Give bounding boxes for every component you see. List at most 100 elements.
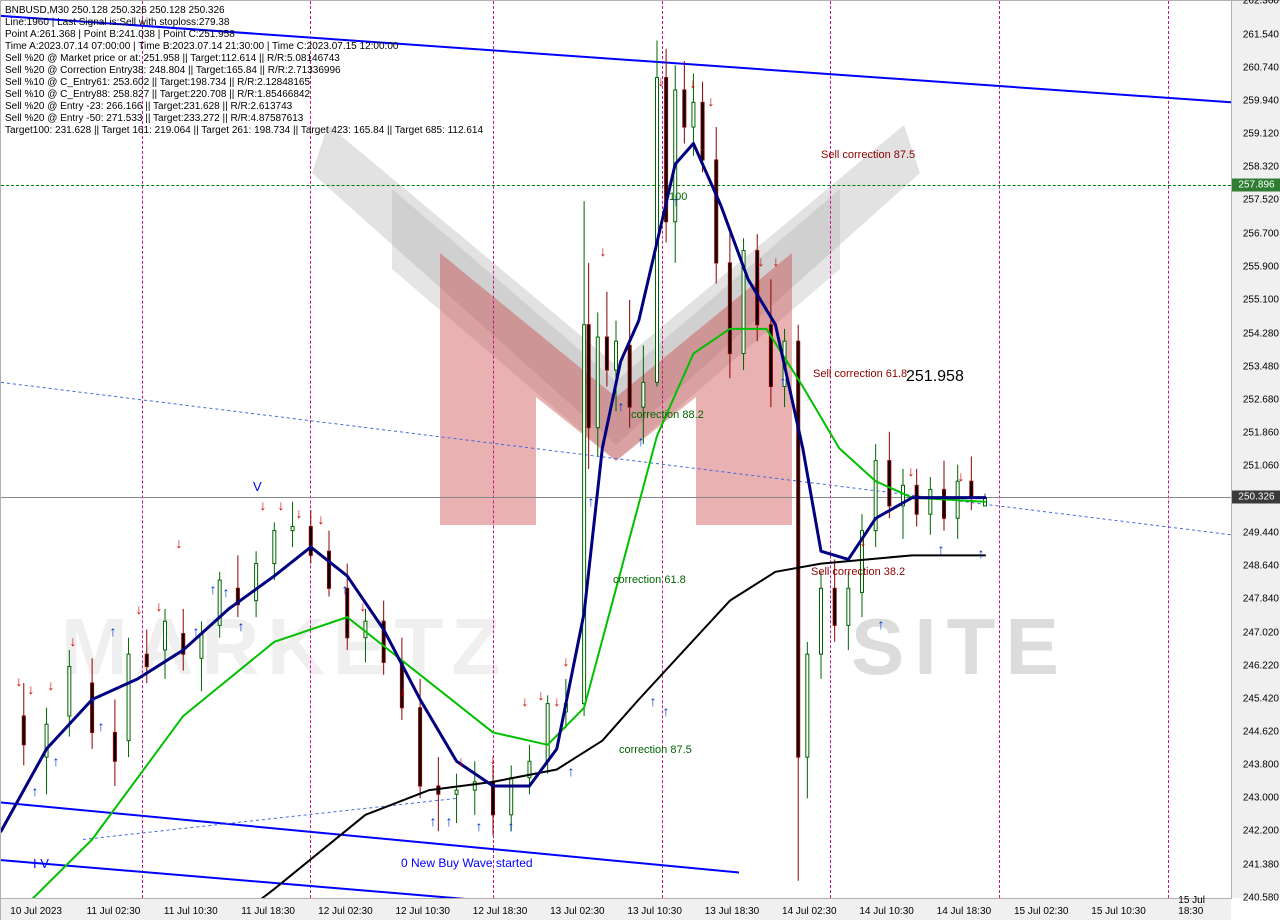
arrow-up-icon: ↑ [780, 373, 787, 389]
x-tick: 15 Jul 10:30 [1091, 906, 1146, 917]
price-label-current: 250.326 [1232, 490, 1280, 503]
y-tick: 259.940 [1243, 95, 1279, 106]
arrow-down-icon: ↓ [690, 75, 697, 91]
arrow-down-icon: ↓ [773, 253, 780, 269]
y-tick: 251.860 [1243, 428, 1279, 439]
arrow-up-icon: ↑ [476, 818, 483, 834]
arrow-up-icon: ↑ [618, 398, 625, 414]
arrow-down-icon: ↓ [554, 693, 561, 709]
x-tick: 12 Jul 02:30 [318, 906, 373, 917]
y-tick: 242.200 [1243, 826, 1279, 837]
y-tick: 251.060 [1243, 461, 1279, 472]
arrow-up-icon: ↑ [508, 818, 515, 834]
arrow-up-icon: ↑ [193, 623, 200, 639]
x-tick: 11 Jul 10:30 [164, 906, 218, 917]
info-line: Sell %20 @ Entry -50: 271.533 || Target:… [5, 113, 483, 125]
y-tick: 241.380 [1243, 860, 1279, 871]
y-tick: 248.640 [1243, 561, 1279, 572]
arrow-up-icon: ↑ [938, 541, 945, 557]
y-tick: 244.620 [1243, 726, 1279, 737]
arrow-up-icon: ↑ [430, 813, 437, 829]
y-tick: 249.440 [1243, 528, 1279, 539]
y-tick: 245.420 [1243, 693, 1279, 704]
arrow-down-icon: ↓ [296, 505, 303, 521]
day-separator-line [999, 1, 1000, 898]
y-axis: 262.360 261.540 260.740 259.940 259.120 258.3… [1232, 1, 1280, 898]
annotation-label: Sell correction 61.8 [813, 368, 907, 380]
x-tick: 13 Jul 02:30 [550, 906, 605, 917]
arrow-up-icon: ↑ [878, 616, 885, 632]
arrow-up-icon: ↑ [210, 581, 217, 597]
arrow-down-icon: ↓ [758, 253, 765, 269]
y-tick: 258.320 [1243, 162, 1279, 173]
chart-container: MARKETZ SITE BNBUSD,M30 250.128 250.326 … [0, 0, 1280, 920]
arrow-up-icon: ↑ [650, 693, 657, 709]
day-separator-line [1168, 1, 1169, 898]
arrow-up-icon: ↑ [663, 703, 670, 719]
x-tick: 13 Jul 18:30 [705, 906, 760, 917]
y-tick: 259.120 [1243, 129, 1279, 140]
info-line: Sell %10 @ C_Entry61: 253.602 || Target:… [5, 77, 483, 89]
arrow-down-icon: ↓ [538, 687, 545, 703]
arrow-up-icon: ↑ [588, 493, 595, 509]
arrow-up-icon: ↑ [673, 193, 680, 209]
info-panel: BNBUSD,M30 250.128 250.326 250.128 250.3… [5, 5, 483, 137]
arrow-up-icon: ↑ [342, 581, 349, 597]
arrow-up-icon: ↑ [446, 813, 453, 829]
current-price-line [1, 497, 1231, 498]
x-tick: 12 Jul 18:30 [473, 906, 528, 917]
arrow-down-icon: ↓ [400, 683, 407, 699]
y-tick: 243.800 [1243, 760, 1279, 771]
arrow-up-icon: ↑ [98, 718, 105, 734]
arrow-down-icon: ↓ [563, 653, 570, 669]
y-tick: 253.480 [1243, 361, 1279, 372]
y-tick: 252.680 [1243, 394, 1279, 405]
arrow-up-icon: ↑ [32, 783, 39, 799]
info-line: Time A:2023.07.14 07:00:00 | Time B:2023… [5, 41, 483, 53]
chart-plot-area[interactable]: MARKETZ SITE BNBUSD,M30 250.128 250.326 … [1, 1, 1232, 899]
arrow-down-icon: ↓ [318, 511, 325, 527]
x-tick: 14 Jul 02:30 [782, 906, 837, 917]
arrow-down-icon: ↓ [490, 751, 497, 767]
arrow-up-icon: ↑ [110, 623, 117, 639]
arrow-down-icon: ↓ [522, 693, 529, 709]
symbol-header: BNBUSD,M30 250.128 250.326 250.128 250.3… [5, 5, 483, 17]
info-line: Sell %10 @ C_Entry88: 258.827 || Target:… [5, 89, 483, 101]
x-axis: 10 Jul 202311 Jul 02:3011 Jul 10:3011 Ju… [1, 899, 1231, 920]
y-tick: 247.020 [1243, 627, 1279, 638]
x-tick: 15 Jul 02:30 [1014, 906, 1069, 917]
y-tick: 262.360 [1243, 0, 1279, 7]
arrow-down-icon: ↓ [600, 243, 607, 259]
arrow-down-icon: ↓ [156, 598, 163, 614]
info-line: Point A:261.368 | Point B:241.038 | Poin… [5, 29, 483, 41]
arrow-up-icon: ↑ [568, 763, 575, 779]
arrow-up-icon: ↑ [238, 618, 245, 634]
arrow-down-icon: ↓ [360, 598, 367, 614]
annotation-label: V [253, 479, 262, 494]
y-tick: 243.000 [1243, 793, 1279, 804]
arrow-down-icon: ↓ [48, 677, 55, 693]
y-tick: 261.540 [1243, 29, 1279, 40]
y-tick: 260.740 [1243, 62, 1279, 73]
info-line: Sell %20 @ Entry -23: 266.166 || Target:… [5, 101, 483, 113]
x-tick: 12 Jul 10:30 [395, 906, 450, 917]
arrow-down-icon: ↓ [70, 633, 77, 649]
arrow-down-icon: ↓ [176, 535, 183, 551]
arrow-down-icon: ↓ [958, 468, 965, 484]
y-tick: 256.700 [1243, 229, 1279, 240]
x-tick: 11 Jul 18:30 [241, 906, 295, 917]
info-line: Sell %20 @ Correction Entry38: 248.804 |… [5, 65, 483, 77]
arrow-up-icon: ↑ [53, 753, 60, 769]
watermark-site: SITE [851, 601, 1069, 693]
y-tick: 255.100 [1243, 295, 1279, 306]
arrow-down-icon: ↓ [458, 753, 465, 769]
annotation-label: Sell correction 87.5 [821, 149, 915, 161]
annotation-label: correction 61.8 [613, 574, 686, 586]
y-tick: 240.580 [1243, 893, 1279, 904]
y-tick: 246.220 [1243, 660, 1279, 671]
day-separator-line [830, 1, 831, 898]
y-tick: 247.840 [1243, 594, 1279, 605]
arrow-down-icon: ↓ [908, 463, 915, 479]
x-tick: 14 Jul 10:30 [859, 906, 914, 917]
info-line: Target100: 231.628 || Target 161: 219.06… [5, 125, 483, 137]
